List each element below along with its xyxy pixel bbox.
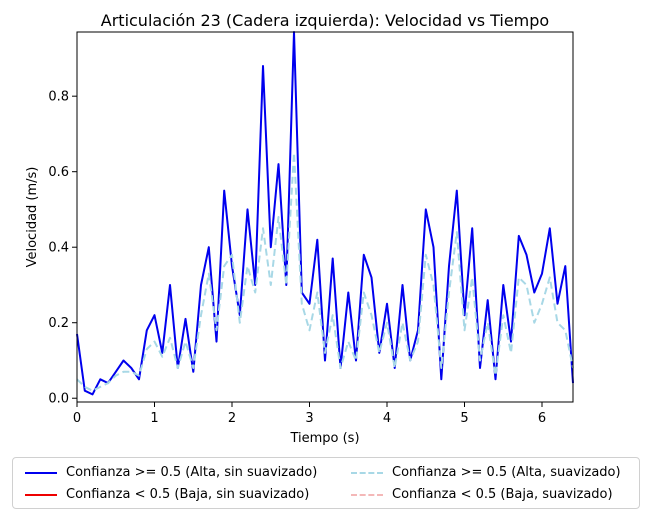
x-tick-label: 6: [538, 411, 546, 426]
x-axis: 0 1 2 3 4 5 6: [73, 402, 546, 426]
legend-item-baja-sin-suavizado: Confianza < 0.5 (Baja, sin suavizado): [25, 487, 309, 502]
series-layer: [76, 31, 574, 396]
legend: Confianza >= 0.5 (Alta, sin suavizado) C…: [12, 457, 640, 509]
y-tick-label: 0.8: [48, 90, 69, 105]
legend-swatch-solid-red: [25, 493, 57, 496]
series-line-0: [76, 31, 574, 396]
legend-label: Confianza >= 0.5 (Alta, sin suavizado): [66, 465, 318, 480]
x-tick-label: 5: [460, 411, 468, 426]
series-line-2: [76, 151, 574, 392]
legend-label: Confianza >= 0.5 (Alta, suavizado): [392, 465, 621, 480]
x-tick-label: 2: [228, 411, 236, 426]
y-axis-label: Velocidad (m/s): [25, 167, 40, 268]
chart-figure: Articulación 23 (Cadera izquierda): Velo…: [25, 11, 574, 446]
chart-title: Articulación 23 (Cadera izquierda): Velo…: [101, 11, 549, 30]
legend-item-alta-suavizado: Confianza >= 0.5 (Alta, suavizado): [351, 465, 621, 480]
legend-swatch-solid-blue: [25, 471, 57, 474]
x-tick-label: 1: [150, 411, 158, 426]
x-tick-label: 0: [73, 411, 81, 426]
legend-swatch-dashed-lightblue: [351, 471, 383, 474]
x-tick-label: 3: [305, 411, 313, 426]
y-tick-label: 0.4: [48, 241, 69, 256]
legend-item-baja-suavizado: Confianza < 0.5 (Baja, suavizado): [351, 487, 613, 502]
y-axis: 0.0 0.2 0.4 0.6 0.8: [48, 90, 77, 407]
legend-label: Confianza < 0.5 (Baja, suavizado): [392, 487, 613, 502]
x-axis-label: Tiempo (s): [289, 431, 359, 446]
x-tick-label: 4: [383, 411, 391, 426]
y-tick-label: 0.0: [48, 392, 69, 407]
legend-swatch-dashed-pink: [351, 493, 383, 496]
legend-item-alta-sin-suavizado: Confianza >= 0.5 (Alta, sin suavizado): [25, 465, 317, 480]
plot-frame: [76, 31, 574, 403]
legend-label: Confianza < 0.5 (Baja, sin suavizado): [66, 487, 310, 502]
y-tick-label: 0.6: [48, 165, 69, 180]
y-tick-label: 0.2: [48, 316, 69, 331]
